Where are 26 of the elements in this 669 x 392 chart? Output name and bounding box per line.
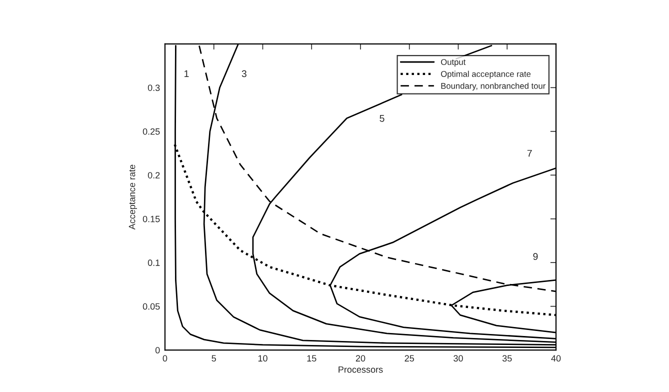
x-tick-label: 15: [307, 355, 316, 362]
x-tick-label: 10: [258, 355, 268, 362]
y-tick-label: 0.15: [142, 216, 160, 222]
y-tick-label: 0: [155, 347, 160, 354]
annotation: 3: [242, 70, 246, 78]
legend-label: Output: [441, 59, 466, 67]
x-tick-label: 30: [454, 355, 463, 362]
x-tick-label: 25: [404, 355, 414, 362]
x-tick-label: 40: [551, 355, 561, 362]
annotation: 1: [184, 70, 189, 78]
y-tick-label: 0.2: [148, 172, 160, 178]
x-tick-label: 35: [502, 355, 512, 362]
annotation: 7: [527, 150, 532, 157]
legend-label: Boundary, nonbranched tour: [441, 82, 546, 91]
x-tick-label: 0: [162, 355, 168, 362]
legend-label: Optimal acceptance rate: [441, 70, 531, 79]
y-axis-title: Acceptance rate: [128, 164, 137, 230]
y-tick-label: 0.1: [148, 260, 160, 266]
y-tick-label: 0.25: [142, 128, 160, 135]
annotation: 9: [533, 253, 538, 260]
y-tick-label: 0.05: [142, 303, 160, 310]
x-tick-label: 5: [212, 355, 216, 362]
y-tick-label: 0.3: [148, 84, 160, 91]
x-tick-label: 20: [356, 355, 366, 362]
annotation: 5: [380, 115, 384, 122]
x-axis-title: Processors: [338, 366, 383, 373]
